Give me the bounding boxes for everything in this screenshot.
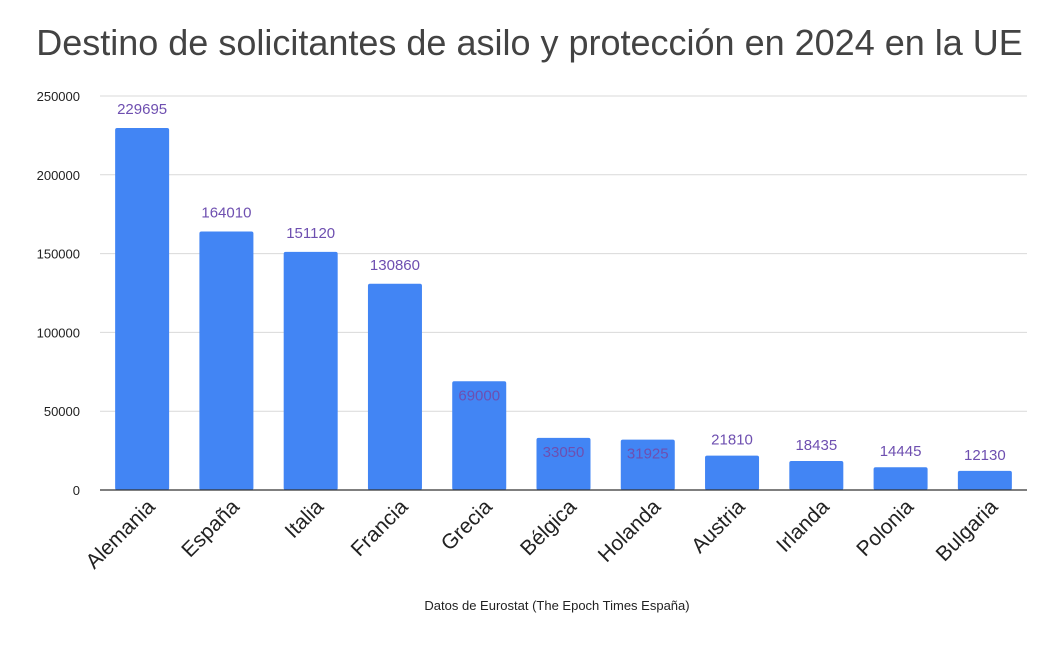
bar [367, 283, 422, 490]
bar [199, 231, 254, 490]
bars [115, 128, 1012, 491]
x-axis-label: Datos de Eurostat (The Epoch Times Españ… [424, 598, 690, 613]
bar [115, 128, 170, 491]
data-label: 33050 [543, 444, 585, 461]
bar [620, 439, 675, 490]
data-label: 151120 [286, 225, 335, 242]
gridlines [100, 95, 1027, 412]
x-tick-label: Italia [281, 495, 329, 543]
y-tick-label: 0 [73, 483, 80, 498]
y-axis-ticks: 0 50000 100000 150000 200000 250000 [37, 89, 80, 498]
bar [789, 460, 844, 490]
chart-title: Destino de solicitantes de asilo y prote… [36, 22, 1023, 63]
data-labels: 229695 164010 151120 130860 69000 33050 31925 2… [117, 101, 1006, 464]
x-tick-label: Irlanda [772, 495, 834, 557]
bar [283, 251, 338, 490]
x-tick-label: Bulgaria [932, 495, 1003, 566]
data-label: 229695 [117, 101, 167, 118]
x-tick-label: España [177, 495, 244, 562]
bar [705, 455, 760, 490]
y-tick-label: 200000 [37, 168, 80, 183]
data-label: 12130 [964, 447, 1006, 464]
y-tick-label: 250000 [37, 89, 80, 104]
data-label: 130860 [370, 257, 420, 274]
bar [957, 470, 1012, 490]
bar [536, 437, 591, 490]
x-tick-label: Grecia [437, 495, 497, 555]
x-tick-label: Francia [347, 495, 413, 561]
y-tick-label: 100000 [37, 325, 80, 340]
x-tick-label: Polonia [852, 495, 918, 561]
data-label: 31925 [627, 446, 669, 463]
data-label: 18435 [795, 437, 837, 454]
bar [873, 467, 928, 490]
data-label: 164010 [201, 205, 251, 222]
x-tick-label: Bélgica [516, 495, 581, 560]
data-label: 14445 [880, 443, 922, 460]
data-label: 69000 [458, 387, 500, 404]
y-tick-label: 50000 [44, 404, 80, 419]
data-label: 21810 [711, 432, 753, 449]
x-tick-label: Alemania [81, 495, 159, 573]
x-tick-label: Holanda [594, 495, 666, 567]
bar [452, 381, 507, 490]
x-tick-label: Austria [687, 495, 750, 558]
x-axis-ticks: Alemania España Italia Francia Grecia Bélgica… [81, 495, 1002, 573]
y-tick-label: 150000 [37, 247, 80, 262]
